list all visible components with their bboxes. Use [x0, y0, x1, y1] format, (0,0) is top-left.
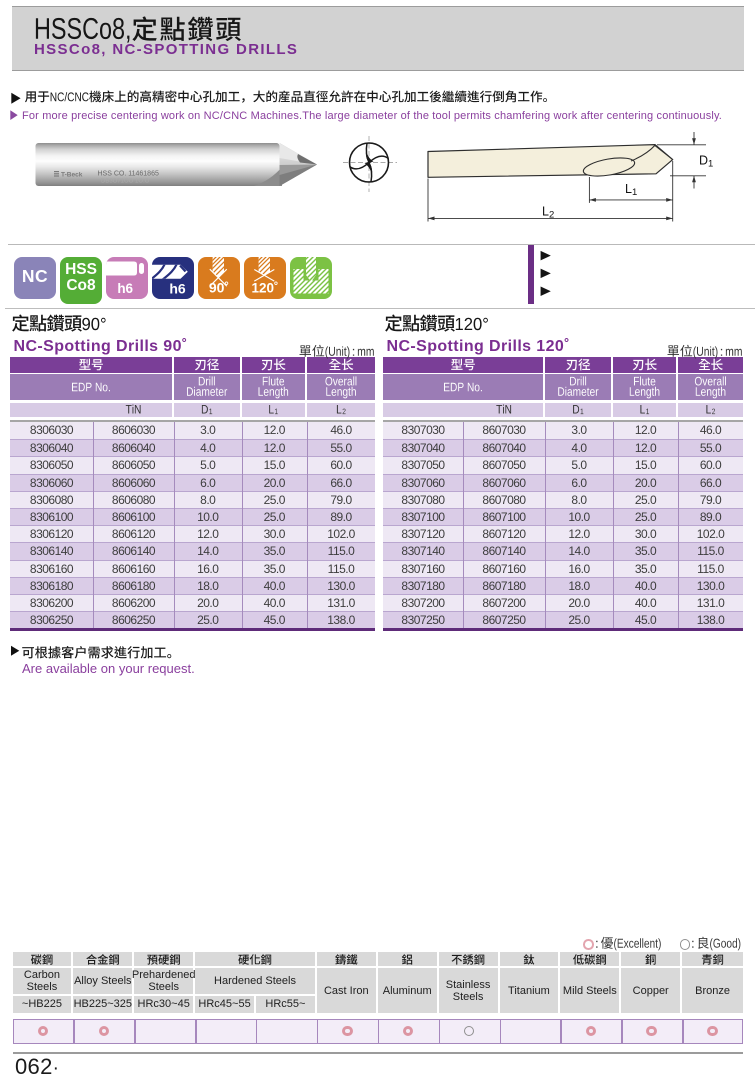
svg-text:h6: h6	[169, 281, 186, 297]
svg-text:D1: D1	[699, 154, 713, 170]
svg-text:T-Beck: T-Beck	[61, 172, 83, 179]
svg-text:90˚: 90˚	[209, 280, 229, 296]
svg-text:L2: L2	[542, 205, 554, 221]
svg-text:HSS CO. 11461865: HSS CO. 11461865	[98, 171, 159, 178]
svg-text:120˚: 120˚	[251, 281, 278, 296]
svg-text:L1: L1	[625, 182, 637, 198]
svg-text:h6: h6	[117, 281, 133, 296]
svg-text:DB3O71OO 1O.O: DB3O71OO 1O.O	[101, 179, 150, 185]
